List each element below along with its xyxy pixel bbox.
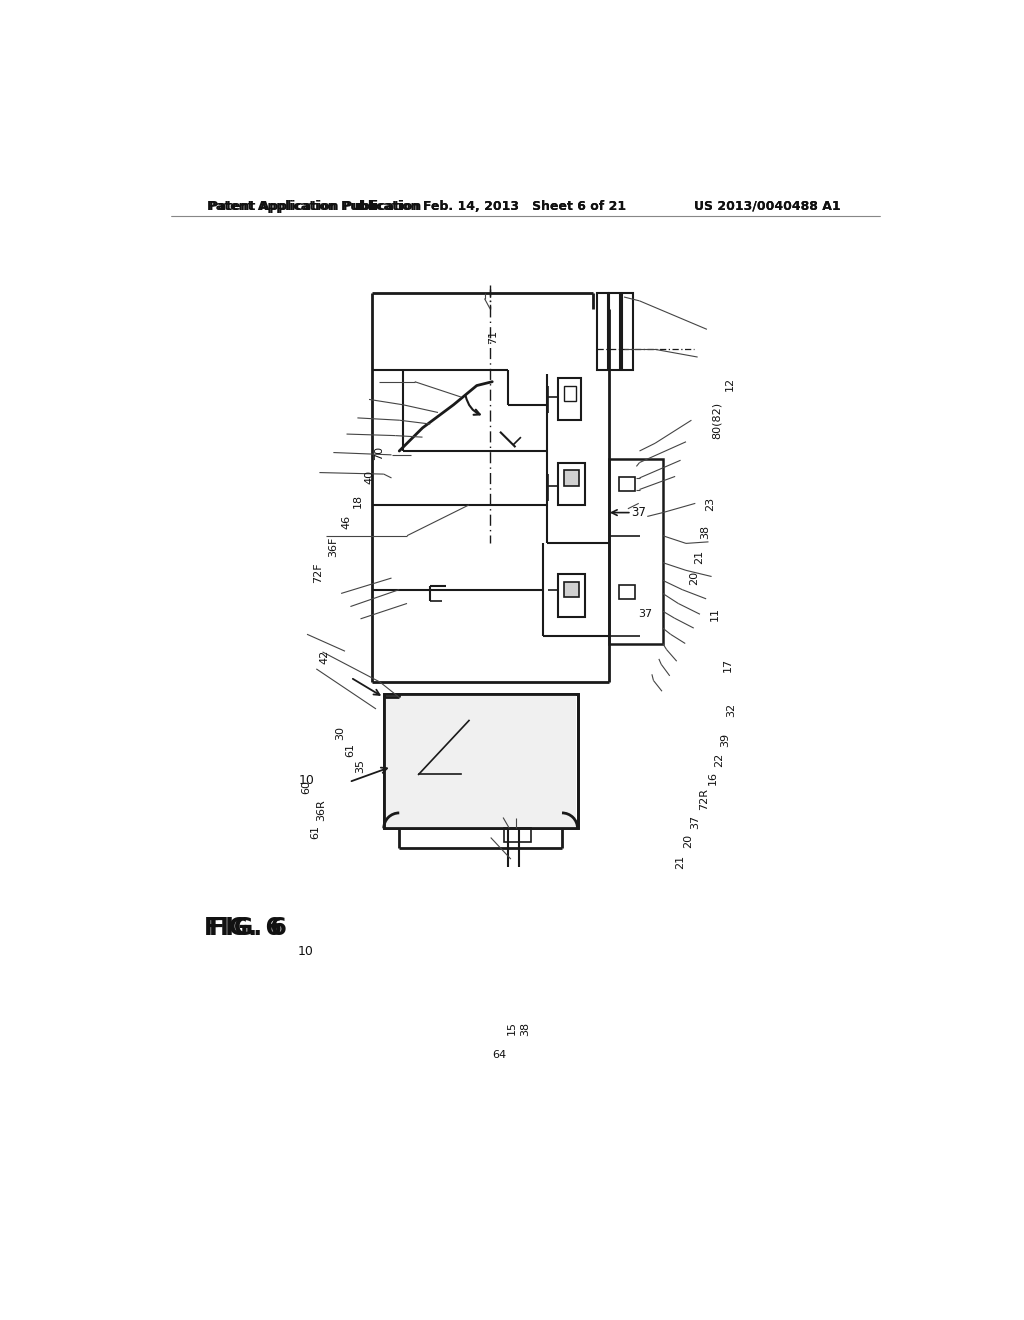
Text: 11: 11	[710, 607, 720, 620]
Text: 64: 64	[493, 1049, 507, 1060]
Text: 20: 20	[683, 834, 693, 849]
Text: 12: 12	[725, 378, 734, 391]
Text: 20: 20	[689, 572, 698, 585]
Text: Patent Application Publication: Patent Application Publication	[209, 199, 422, 213]
FancyBboxPatch shape	[385, 696, 575, 829]
Text: 46: 46	[341, 515, 351, 529]
Text: 32: 32	[726, 704, 736, 717]
Text: 70: 70	[375, 446, 385, 461]
Bar	[563, 470, 579, 486]
Text: 36R: 36R	[316, 799, 327, 821]
Text: 37: 37	[690, 814, 700, 829]
Bar	[620, 478, 635, 491]
Bar	[563, 582, 579, 597]
Text: 60: 60	[301, 780, 310, 793]
Bar	[620, 585, 635, 599]
Bar	[558, 462, 586, 506]
Text: 16: 16	[708, 771, 718, 785]
Text: 35: 35	[355, 759, 366, 774]
Text: 40: 40	[365, 470, 374, 483]
Text: US 2013/0040488 A1: US 2013/0040488 A1	[694, 199, 841, 213]
Text: 38: 38	[700, 525, 710, 540]
Bar	[558, 574, 586, 616]
Text: 80(82): 80(82)	[712, 403, 722, 440]
Bar	[384, 693, 578, 829]
Text: 72F: 72F	[313, 562, 324, 583]
Text: 39: 39	[721, 733, 730, 747]
Bar	[597, 293, 607, 370]
Bar	[403, 804, 434, 813]
Text: 18: 18	[352, 494, 362, 508]
Bar	[504, 829, 531, 842]
Text: 21: 21	[676, 854, 685, 869]
Text: US 2013/0040488 A1: US 2013/0040488 A1	[694, 199, 841, 213]
Text: 21: 21	[694, 549, 705, 564]
Bar	[608, 459, 663, 644]
Text: 71: 71	[488, 330, 498, 345]
Text: 37: 37	[631, 506, 646, 519]
Text: FIG. 6: FIG. 6	[209, 916, 287, 940]
Bar	[384, 693, 578, 829]
Text: 37: 37	[638, 609, 652, 619]
Text: 36F: 36F	[328, 536, 338, 557]
Bar	[558, 378, 582, 420]
Bar	[609, 293, 621, 370]
Text: 38: 38	[520, 1022, 529, 1035]
Bar	[403, 789, 512, 804]
Text: 30: 30	[336, 726, 346, 739]
Text: 10: 10	[298, 774, 314, 787]
Bar	[399, 709, 523, 801]
Bar	[415, 721, 477, 779]
Text: Feb. 14, 2013   Sheet 6 of 21: Feb. 14, 2013 Sheet 6 of 21	[423, 199, 627, 213]
Text: 15: 15	[507, 1022, 517, 1035]
Text: Patent Application Publication: Patent Application Publication	[207, 199, 420, 213]
Text: 22: 22	[714, 752, 724, 767]
Text: FIG. 6: FIG. 6	[204, 916, 282, 940]
Text: 61: 61	[345, 743, 355, 756]
Text: 72R: 72R	[699, 788, 710, 809]
Text: Feb. 14, 2013   Sheet 6 of 21: Feb. 14, 2013 Sheet 6 of 21	[423, 199, 627, 213]
Text: 42: 42	[319, 649, 330, 664]
Text: 10: 10	[298, 945, 313, 958]
Bar	[622, 293, 633, 370]
Bar	[436, 804, 467, 813]
Bar	[563, 385, 575, 401]
Text: 17: 17	[723, 657, 733, 672]
Text: 61: 61	[310, 825, 321, 840]
Text: 23: 23	[706, 496, 716, 511]
